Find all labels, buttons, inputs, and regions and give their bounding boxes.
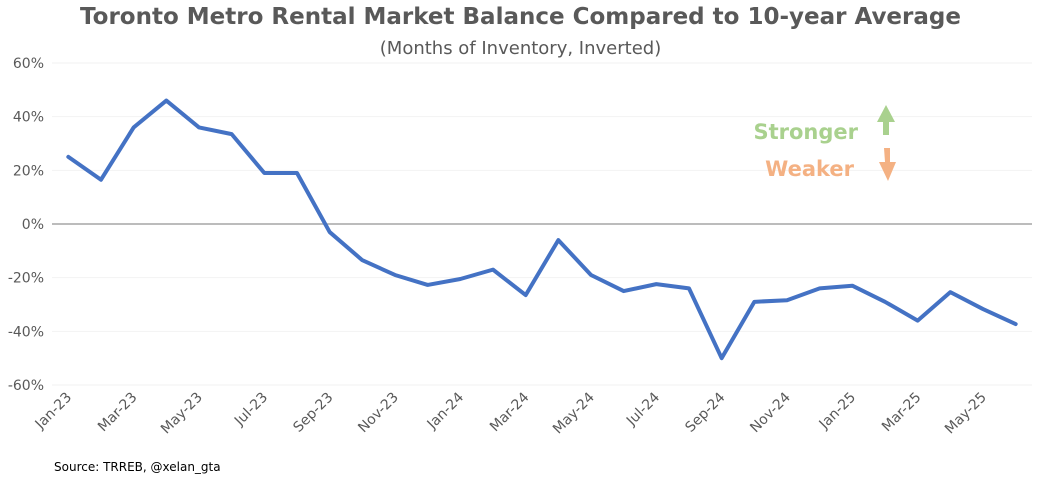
y-tick-label: -20% [8,271,44,287]
y-tick-label: 60% [13,56,44,72]
y-tick-label: -60% [8,378,44,394]
x-tick-label: Jan-23 [32,390,75,433]
x-tick-label: Nov-24 [747,389,794,436]
x-tick-label: Jul-23 [231,390,271,430]
annotation-stronger: Stronger [753,120,858,144]
y-tick-label: 0% [22,217,44,233]
source-note: Source: TRREB, @xelan_gta [54,460,221,474]
x-tick-label: Jan-24 [424,389,468,433]
x-tick-label: Jul-24 [623,389,663,429]
x-tick-label: Nov-23 [355,390,402,437]
y-tick-label: 20% [13,163,44,179]
x-tick-label: Sep-24 [682,389,728,435]
annotation-weaker: Weaker [765,157,854,181]
series-line [66,98,1018,361]
x-tick-label: May-23 [158,390,206,438]
x-tick-label: Sep-23 [290,390,336,436]
x-tick-label: Mar-25 [879,390,925,436]
x-tick-label: Jan-25 [816,390,859,433]
x-tick-label: Mar-24 [487,389,533,435]
chart-subtitle: (Months of Inventory, Inverted) [379,38,662,59]
arrow-down-icon [879,148,896,181]
x-tick-label: May-24 [550,389,598,437]
y-tick-label: -40% [8,324,44,340]
y-tick-label: 40% [13,110,44,126]
arrow-up-icon [877,105,895,135]
chart-title: Toronto Metro Rental Market Balance Comp… [80,4,961,30]
x-tick-label: May-25 [942,390,990,438]
x-tick-label: Mar-23 [95,390,141,436]
